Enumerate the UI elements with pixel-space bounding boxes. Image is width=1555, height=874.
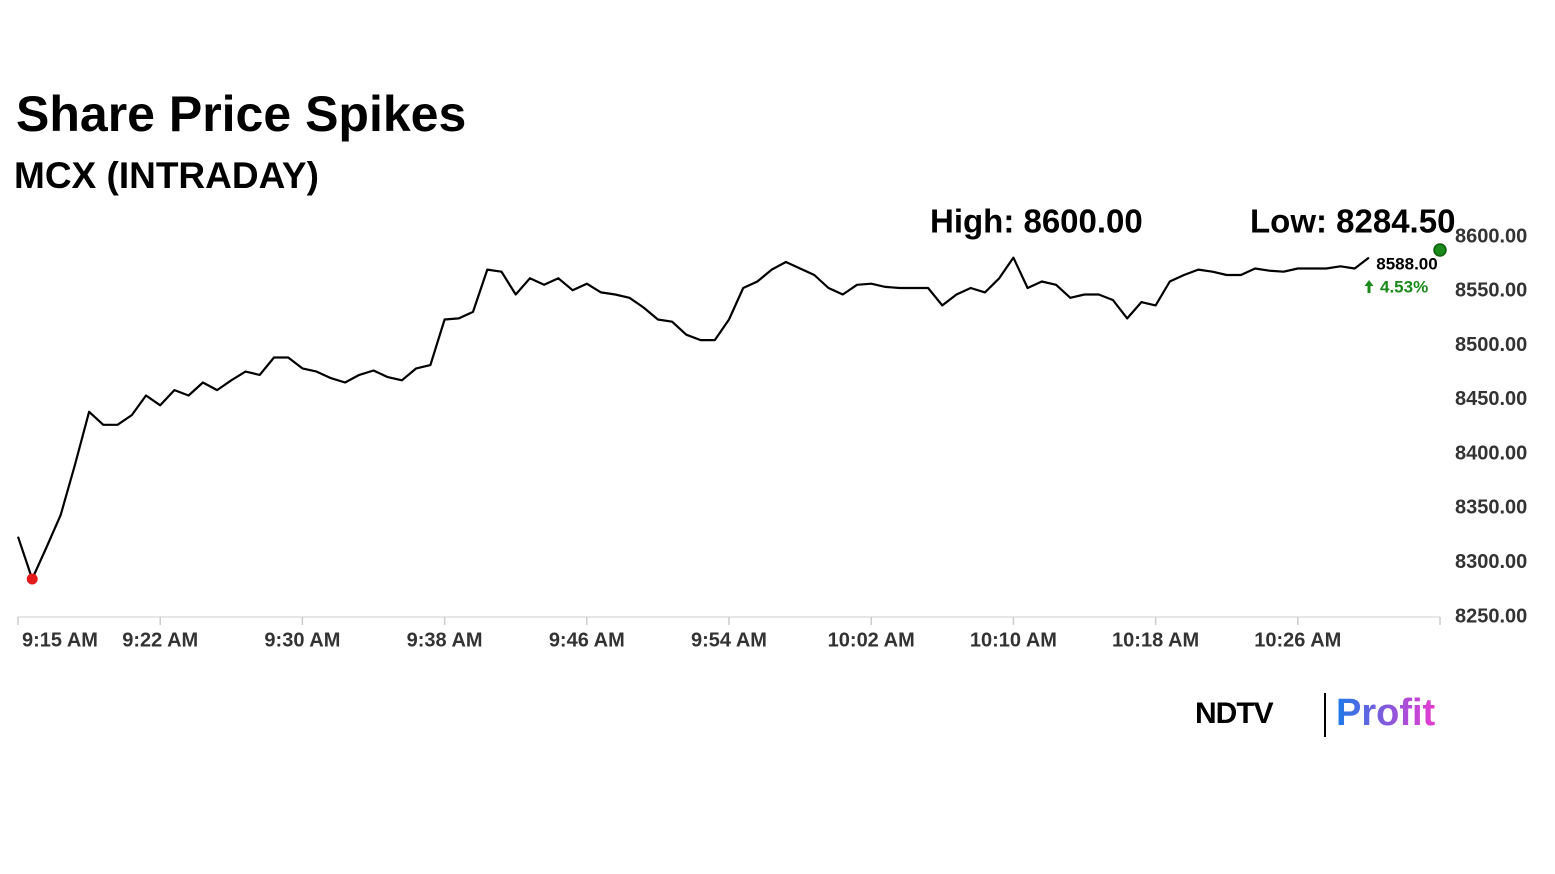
last-price-label: 8588.00 (1376, 254, 1437, 273)
y-tick-label: 8600.00 (1455, 225, 1527, 247)
chart-subtitle: MCX (INTRADAY) (14, 155, 319, 196)
chart-title: Share Price Spikes (16, 86, 466, 142)
x-tick-label: 10:26 AM (1254, 629, 1341, 651)
x-tick-label: 10:02 AM (828, 629, 915, 651)
y-tick-label: 8450.00 (1455, 388, 1527, 410)
x-tick-label: 9:15 AM (22, 629, 98, 651)
y-tick-label: 8550.00 (1455, 280, 1527, 302)
x-tick-label: 10:10 AM (970, 629, 1057, 651)
y-tick-label: 8500.00 (1455, 334, 1527, 356)
y-tick-label: 8300.00 (1455, 551, 1527, 573)
last-price-marker (1433, 243, 1447, 257)
y-tick-label: 8250.00 (1455, 605, 1527, 627)
x-tick-label: 9:38 AM (407, 629, 483, 651)
x-tick-label: 9:30 AM (264, 629, 340, 651)
low-marker (26, 573, 38, 585)
x-tick-label: 9:22 AM (122, 629, 198, 651)
x-tick-label: 9:54 AM (691, 629, 767, 651)
price-line (16, 256, 1370, 581)
change-label: 4.53% (1380, 277, 1428, 296)
brand-profit: Profit (1336, 692, 1436, 734)
y-tick-label: 8350.00 (1455, 497, 1527, 519)
high-annotation: High: 8600.00 (930, 203, 1143, 240)
x-tick-label: 10:18 AM (1112, 629, 1199, 651)
up-arrow (1364, 280, 1374, 293)
x-tick-label: 9:46 AM (549, 629, 625, 651)
low-annotation: Low: 8284.50 (1250, 203, 1455, 240)
y-tick-label: 8400.00 (1455, 442, 1527, 464)
brand-ndtv: NDTV (1195, 697, 1274, 730)
